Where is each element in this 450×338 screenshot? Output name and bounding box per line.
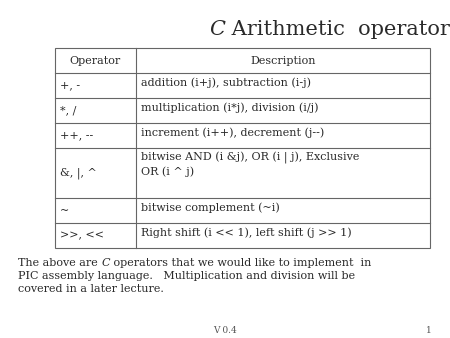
Text: 1: 1	[426, 326, 432, 335]
Text: +, -: +, -	[60, 80, 80, 91]
Text: multiplication (i*j), division (i/j): multiplication (i*j), division (i/j)	[140, 102, 318, 113]
Text: Right shift (i << 1), left shift (j >> 1): Right shift (i << 1), left shift (j >> 1…	[140, 227, 351, 238]
Text: operators that we would like to implement  in: operators that we would like to implemen…	[110, 258, 371, 268]
Text: V 0.4: V 0.4	[213, 326, 237, 335]
Text: C: C	[209, 20, 225, 39]
Text: increment (i++), decrement (j--): increment (i++), decrement (j--)	[140, 127, 324, 138]
Text: addition (i+j), subtraction (i-j): addition (i+j), subtraction (i-j)	[140, 77, 310, 88]
Text: Description: Description	[250, 55, 315, 66]
Text: ~: ~	[60, 206, 69, 216]
Text: &, |, ^: &, |, ^	[60, 167, 97, 179]
Text: Arithmetic  operators: Arithmetic operators	[225, 20, 450, 39]
Text: covered in a later lecture.: covered in a later lecture.	[18, 284, 164, 294]
Bar	[55, 48, 430, 248]
Text: The above are: The above are	[18, 258, 101, 268]
Text: PIC assembly language.   Multiplication and division will be: PIC assembly language. Multiplication an…	[18, 271, 355, 281]
Text: *, /: *, /	[60, 105, 76, 116]
Text: ++, --: ++, --	[60, 130, 93, 141]
Text: Operator: Operator	[70, 55, 121, 66]
Text: bitwise AND (i &j), OR (i | j), Exclusive
OR (i ^ j): bitwise AND (i &j), OR (i | j), Exclusiv…	[140, 152, 359, 177]
Text: >>, <<: >>, <<	[60, 231, 104, 241]
Text: bitwise complement (~i): bitwise complement (~i)	[140, 202, 279, 213]
Text: C: C	[101, 258, 110, 268]
